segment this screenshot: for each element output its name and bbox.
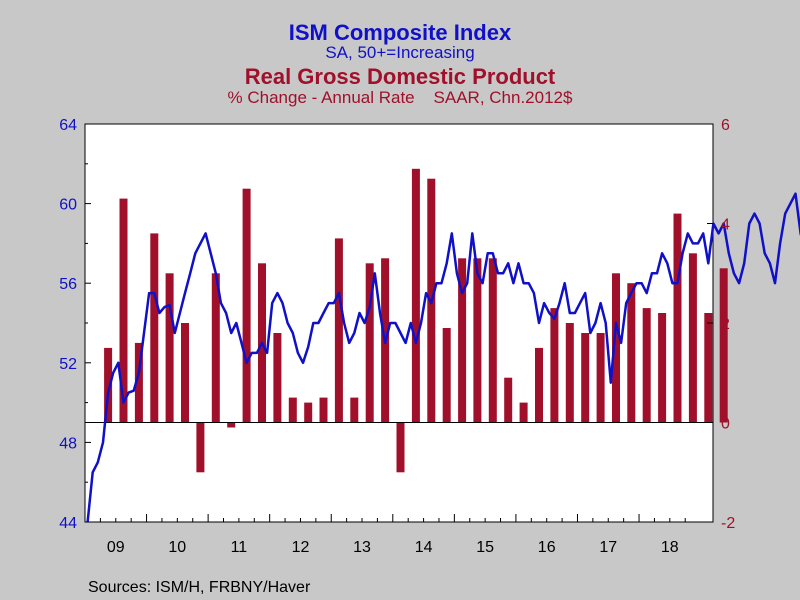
gdp-bar [473, 258, 482, 423]
gdp-bar [612, 273, 620, 423]
year-label: 13 [353, 539, 371, 556]
gdp-bar [550, 308, 559, 423]
gdp-bars [104, 168, 728, 473]
year-label: 12 [292, 539, 310, 556]
gdp-bar [211, 273, 220, 423]
gdp-bar [319, 397, 328, 423]
left-tick-label: 56 [59, 276, 77, 293]
gdp-bar [227, 422, 236, 428]
gdp-bar [719, 268, 728, 423]
gdp-bar [442, 328, 451, 423]
gdp-bar [304, 402, 313, 423]
gdp-bar [704, 313, 713, 423]
gdp-bar [565, 323, 574, 423]
left-tick-label: 60 [59, 197, 77, 214]
gdp-bar [642, 308, 651, 423]
year-label: 16 [538, 539, 556, 556]
source-note: Sources: ISM/H, FRBNY/Haver [88, 579, 311, 596]
gdp-bar [181, 323, 189, 423]
left-tick-label: 48 [59, 435, 77, 452]
gdp-bar [365, 263, 374, 423]
gdp-bar [196, 422, 205, 473]
gdp-bar [627, 283, 636, 423]
gdp-bar [673, 213, 682, 423]
year-label: 18 [661, 539, 679, 556]
year-label: 09 [107, 539, 125, 556]
left-tick-label: 64 [59, 117, 77, 134]
right-tick-label: 4 [721, 217, 730, 234]
year-label: 11 [231, 539, 248, 556]
subtitle-ism: SA, 50+=Increasing [325, 43, 474, 62]
gdp-bar [150, 233, 159, 423]
year-label: 15 [476, 539, 494, 556]
gdp-bar [458, 258, 467, 423]
gdp-bar [519, 402, 528, 423]
title-gdp: Real Gross Domestic Product [245, 64, 556, 89]
ism-line [86, 192, 800, 523]
gdp-bar [134, 342, 143, 423]
gdp-bar [119, 198, 128, 423]
left-tick-label: 52 [59, 356, 77, 373]
gdp-bar [658, 313, 667, 423]
gdp-bar [350, 397, 359, 423]
gdp-bar [504, 377, 513, 423]
gdp-bar [334, 238, 343, 423]
title-ism: ISM Composite Index [289, 20, 512, 45]
gdp-bar [411, 168, 420, 423]
gdp-bar [396, 422, 405, 473]
year-label: 17 [599, 539, 617, 556]
gdp-bar [273, 333, 282, 423]
subtitle-gdp: % Change - Annual Rate SAAR, Chn.2012$ [228, 88, 573, 107]
gdp-bar [288, 397, 297, 423]
gdp-bar [688, 253, 697, 423]
year-label: 10 [168, 539, 186, 556]
left-tick-label: 44 [59, 515, 77, 532]
gdp-bar [535, 347, 543, 423]
right-tick-label: 0 [721, 416, 730, 433]
ism-line-group [86, 192, 800, 523]
gdp-bar [104, 347, 113, 423]
gdp-bar [242, 188, 251, 423]
gdp-bar [581, 333, 590, 423]
right-tick-label: 6 [721, 117, 730, 134]
right-tick-label: -2 [721, 515, 735, 532]
axes: 44 48 52 56 60 64 -2 0 2 4 6 09 10 11 12 13 14 15 16 17 18 [59, 117, 735, 556]
right-tick-label: 2 [721, 316, 730, 333]
year-label: 14 [415, 539, 433, 556]
gdp-bar [165, 273, 174, 423]
gdp-bar [596, 333, 605, 423]
gdp-bar [488, 258, 497, 423]
